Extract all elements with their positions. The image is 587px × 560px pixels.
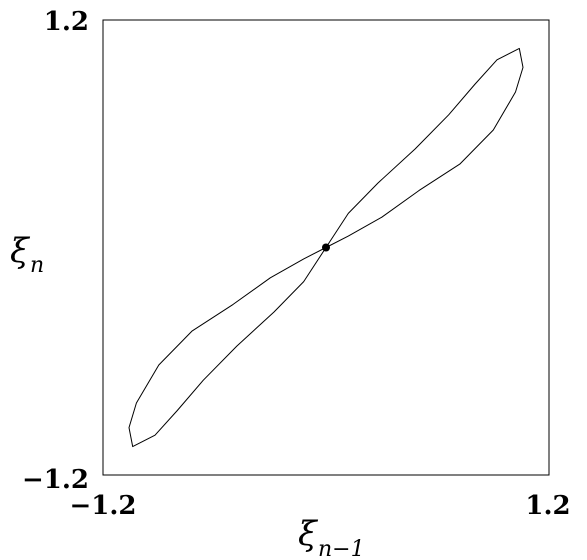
x-tick-min: −1.2 [69,491,136,521]
center-point-layer [322,243,330,252]
svg-text:n−1: n−1 [318,537,365,560]
svg-text:ξ: ξ [10,231,31,271]
svg-text:ξ: ξ [298,514,319,554]
svg-text:n: n [30,253,44,278]
center-point [322,243,330,252]
y-tick-max: 1.2 [44,7,89,37]
y-axis-label: ξ n [10,231,44,278]
x-tick-max: 1.2 [525,491,570,521]
plot-frame [102,19,550,476]
y-tick-min: −1.2 [22,465,89,495]
x-axis-label: ξ n−1 [298,514,365,560]
